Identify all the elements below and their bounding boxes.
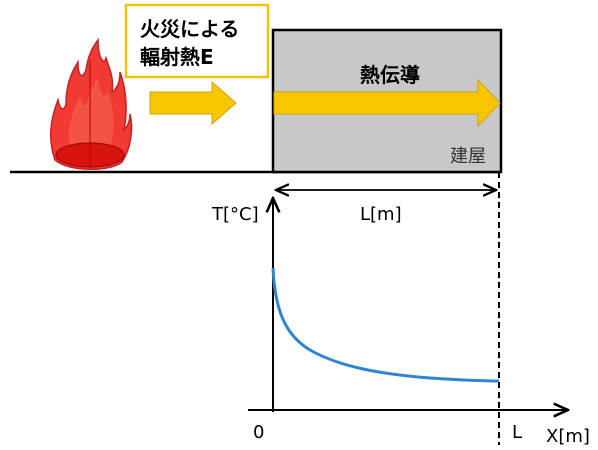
conduction-arrow: [273, 78, 501, 128]
radiant-heat-label-line1: 火災による: [140, 17, 239, 41]
temperature-curve: [271, 267, 500, 383]
building-name-label: 建屋: [450, 146, 486, 167]
flame-icon: [50, 37, 133, 170]
radiant-heat-arrow: [149, 80, 237, 126]
origin-label: 0: [253, 422, 264, 443]
y-axis-label: T[°C]: [211, 204, 259, 225]
x-axis-label: X[m]: [546, 426, 590, 447]
radiant-heat-label-line2: 輻射熱E: [140, 45, 214, 69]
length-end-label: L: [512, 422, 522, 443]
conduction-label: 熱伝導: [360, 63, 420, 87]
length-label: L[m]: [360, 204, 402, 225]
radiant-heat-label-box: [124, 3, 270, 79]
